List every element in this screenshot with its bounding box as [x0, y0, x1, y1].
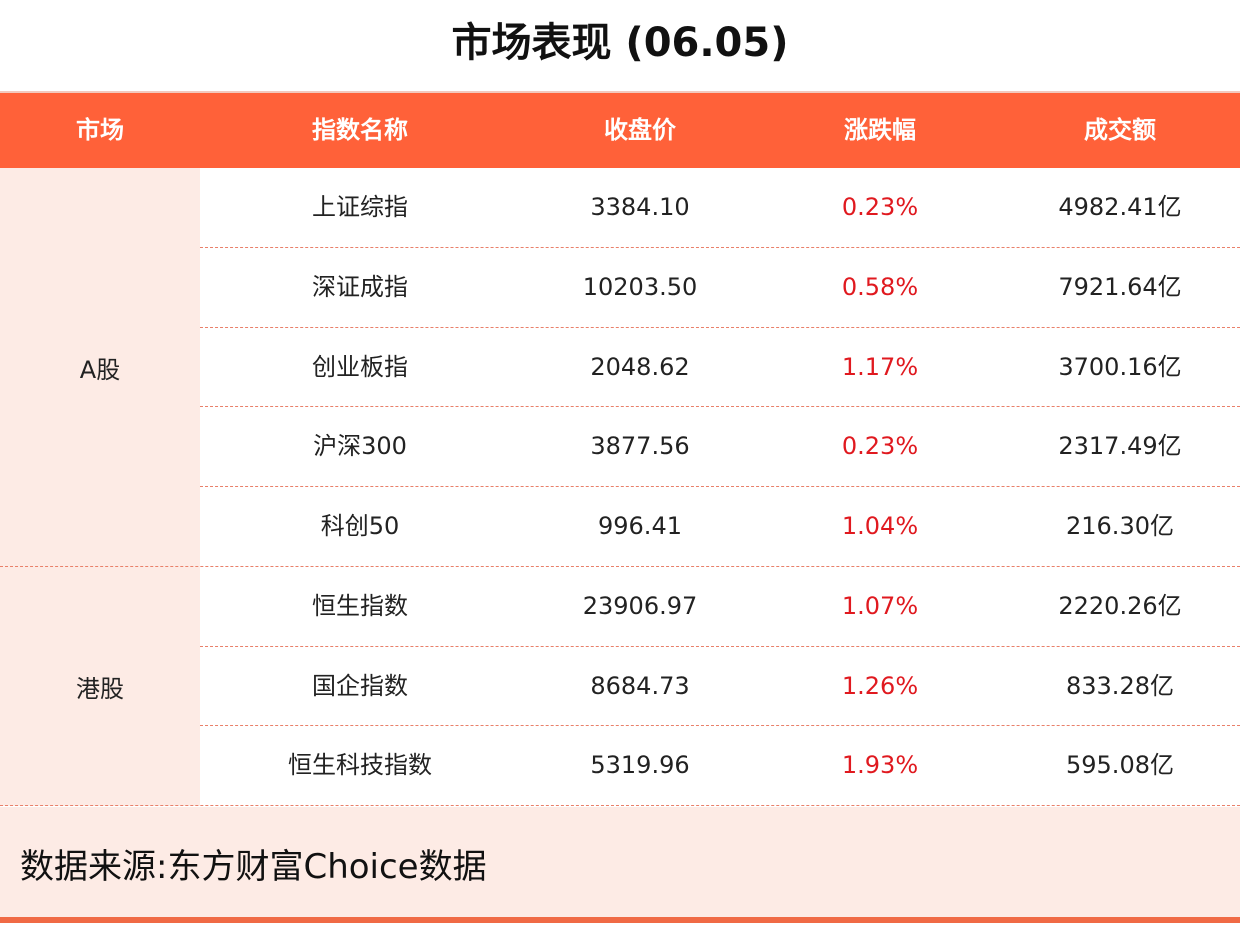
volume: 216.30亿	[1066, 512, 1174, 540]
header-change: 涨跌幅	[844, 116, 916, 144]
index-name: 沪深300	[313, 432, 407, 461]
table-row: 国企指数 8684.73 1.26% 833.28亿	[200, 647, 1240, 727]
close-price: 3384.10	[590, 193, 690, 221]
row-divider	[200, 725, 1240, 727]
close-price: 2048.62	[590, 352, 690, 381]
table-header: 市场 指数名称 收盘价 涨跌幅 成交额	[0, 91, 1240, 168]
close-price: 3877.56	[590, 432, 690, 461]
table-row: 科创50 996.41 1.04% 216.30亿	[200, 487, 1240, 567]
volume: 833.28亿	[1066, 671, 1174, 700]
row-divider	[200, 645, 1240, 647]
close-price: 23906.97	[582, 591, 698, 620]
volume: 3700.16亿	[1058, 352, 1182, 381]
row-divider	[200, 406, 1240, 408]
table-row: 深证成指 10203.50 0.58% 7921.64亿	[200, 248, 1240, 328]
close-price: 5319.96	[590, 751, 690, 780]
row-divider	[0, 565, 1240, 567]
index-name: 深证成指	[312, 272, 408, 301]
row-divider	[200, 486, 1240, 487]
index-name: 创业板指	[312, 352, 408, 381]
change-percent: 1.26%	[841, 671, 919, 700]
change-percent: 1.17%	[841, 352, 919, 381]
volume: 2317.49亿	[1058, 432, 1182, 461]
volume: 4982.41亿	[1058, 193, 1182, 221]
header-market: 市场	[76, 116, 124, 144]
change-percent: 0.23%	[841, 193, 919, 221]
volume: 2220.26亿	[1058, 591, 1182, 620]
market-cell: 港股	[0, 566, 200, 806]
footer: 数据来源:东方财富Choice数据	[0, 807, 1240, 918]
header-index-name: 指数名称	[312, 116, 408, 144]
row-divider	[0, 805, 1240, 806]
change-percent: 1.93%	[841, 751, 919, 780]
close-price: 8684.73	[590, 671, 690, 700]
index-name: 国企指数	[312, 671, 408, 700]
close-price: 10203.50	[582, 272, 698, 301]
table-row: 上证综指 3384.10 0.23% 4982.41亿	[200, 168, 1240, 248]
table-row: 沪深300 3877.56 0.23% 2317.49亿	[200, 407, 1240, 487]
header-volume: 成交额	[1084, 116, 1156, 144]
table-row: 恒生科技指数 5319.96 1.93% 595.08亿	[200, 726, 1240, 806]
bottom-bar	[0, 917, 1240, 923]
volume: 595.08亿	[1066, 751, 1174, 780]
page-title: 市场表现 (06.05)	[451, 20, 789, 66]
change-percent: 1.04%	[841, 512, 919, 540]
volume: 7921.64亿	[1058, 272, 1182, 301]
index-name: 恒生科技指数	[288, 751, 432, 780]
close-price: 996.41	[598, 512, 682, 540]
table-row: 恒生指数 23906.97 1.07% 2220.26亿	[200, 567, 1240, 647]
index-name: 恒生指数	[312, 591, 408, 620]
table-row: 创业板指 2048.62 1.17% 3700.16亿	[200, 328, 1240, 408]
data-source: 数据来源:东方财富Choice数据	[20, 847, 487, 887]
change-percent: 0.58%	[841, 272, 919, 301]
index-name: 上证综指	[312, 193, 408, 221]
market-cell: A股	[0, 168, 200, 567]
header-close: 收盘价	[604, 116, 676, 144]
row-divider	[200, 246, 1240, 248]
index-name: 科创50	[320, 512, 400, 540]
change-percent: 1.07%	[841, 591, 919, 620]
row-divider	[200, 326, 1240, 328]
change-percent: 0.23%	[841, 432, 919, 461]
